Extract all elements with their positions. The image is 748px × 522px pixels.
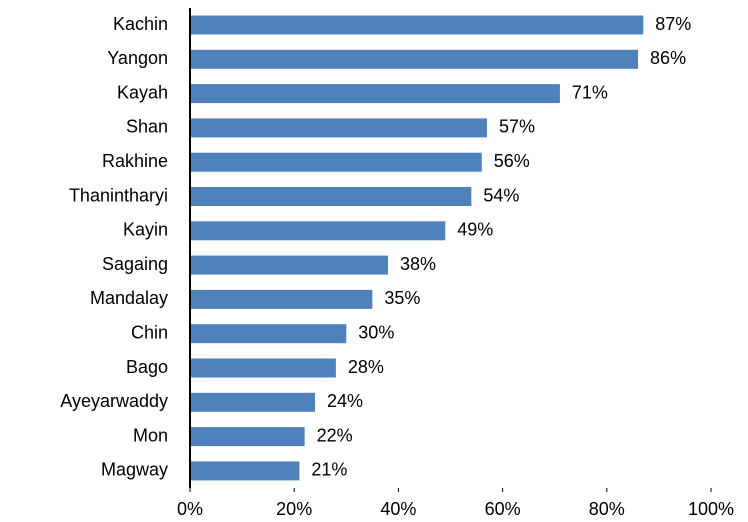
data-label: 86% xyxy=(650,48,686,68)
x-tick-label: 100% xyxy=(688,499,734,519)
data-label: 56% xyxy=(494,151,530,171)
x-tick-label: 80% xyxy=(589,499,625,519)
bar xyxy=(190,49,639,69)
data-label: 38% xyxy=(400,254,436,274)
y-tick-label: Mandalay xyxy=(90,288,168,308)
y-tick-label: Ayeyarwaddy xyxy=(60,391,168,411)
y-tick-label: Mon xyxy=(133,425,168,445)
y-tick-label: Shan xyxy=(126,117,168,137)
bar xyxy=(190,84,560,104)
x-tick-label: 20% xyxy=(276,499,312,519)
bar xyxy=(190,289,373,309)
bar xyxy=(190,152,482,172)
y-tick-label: Kachin xyxy=(113,14,168,34)
bar xyxy=(190,255,388,275)
y-tick-label: Thanintharyi xyxy=(69,185,168,205)
bar xyxy=(190,118,487,138)
data-label: 22% xyxy=(317,425,353,445)
data-label: 35% xyxy=(384,288,420,308)
y-tick-label: Kayin xyxy=(123,220,168,240)
x-tick-label: 60% xyxy=(485,499,521,519)
x-tick-label: 0% xyxy=(177,499,203,519)
data-label: 21% xyxy=(311,460,347,480)
y-tick-label: Kayah xyxy=(117,82,168,102)
data-label: 30% xyxy=(358,322,394,342)
data-label: 54% xyxy=(483,185,519,205)
y-tick-label: Magway xyxy=(101,460,168,480)
bar xyxy=(190,324,347,344)
bar xyxy=(190,187,472,206)
y-tick-label: Rakhine xyxy=(102,151,168,171)
bar xyxy=(190,358,336,378)
data-label: 71% xyxy=(572,82,608,102)
bar xyxy=(190,392,316,412)
data-label: 49% xyxy=(457,220,493,240)
bar xyxy=(190,15,644,35)
data-label: 24% xyxy=(327,391,363,411)
bar xyxy=(190,461,300,481)
data-label: 87% xyxy=(655,14,691,34)
bar xyxy=(190,427,305,447)
y-tick-label: Yangon xyxy=(107,48,168,68)
y-tick-label: Sagaing xyxy=(102,254,168,274)
y-tick-label: Bago xyxy=(126,357,168,377)
data-label: 28% xyxy=(348,357,384,377)
y-tick-label: Chin xyxy=(131,322,168,342)
data-label: 57% xyxy=(499,117,535,137)
bar xyxy=(190,221,446,241)
x-tick-label: 40% xyxy=(380,499,416,519)
